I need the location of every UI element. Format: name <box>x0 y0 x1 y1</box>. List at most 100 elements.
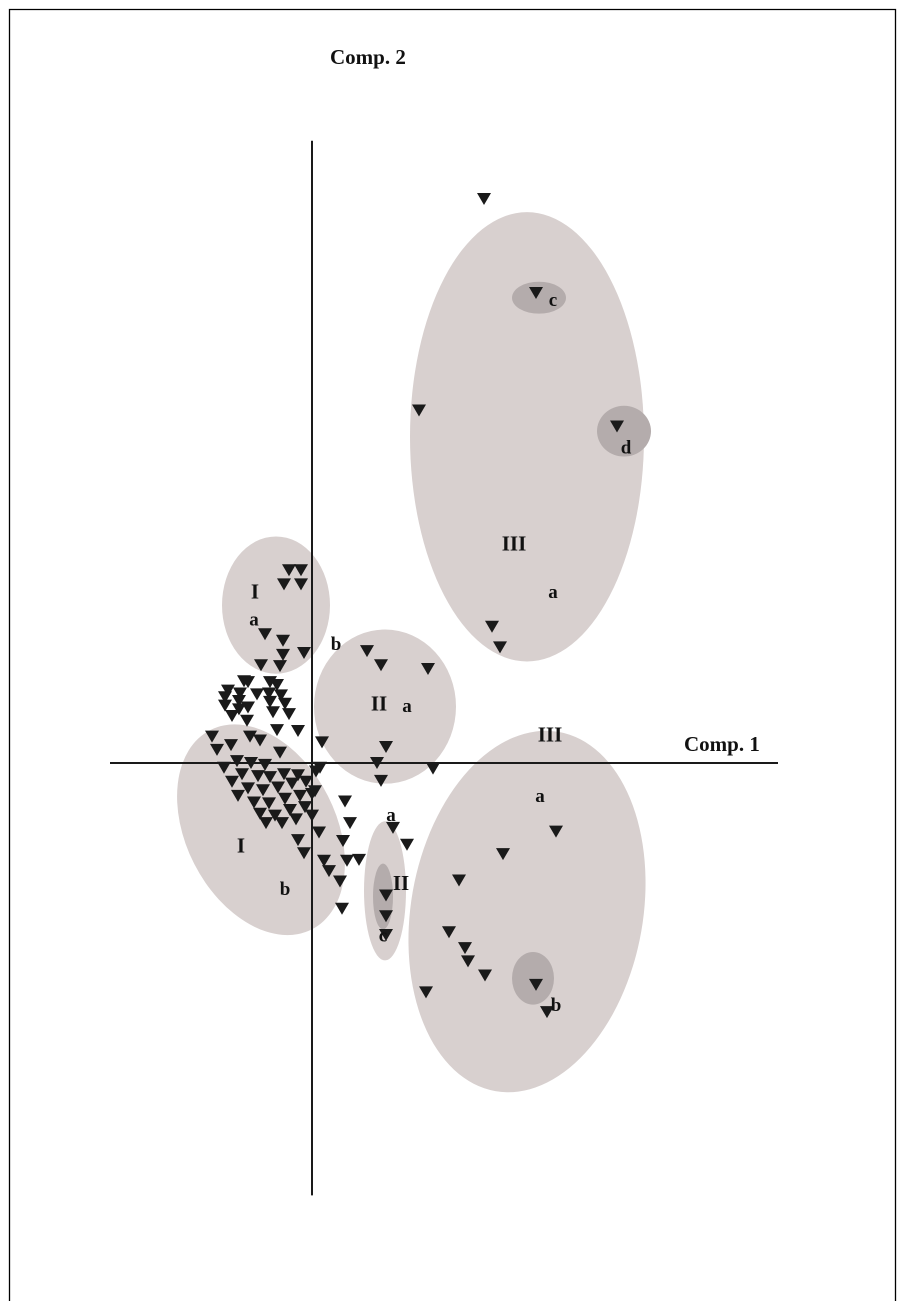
group-label-10: a <box>535 786 545 807</box>
data-point-80 <box>299 775 313 788</box>
data-point-42 <box>221 684 235 697</box>
data-point-30 <box>442 926 456 939</box>
data-point-67 <box>230 755 244 768</box>
data-point-18 <box>421 663 435 675</box>
data-point-20 <box>370 757 384 769</box>
data-point-95 <box>338 795 352 808</box>
data-point-85 <box>293 789 307 802</box>
data-point-107 <box>308 785 322 798</box>
data-point-45 <box>232 694 246 707</box>
y-axis-title: Comp. 2 <box>330 45 406 69</box>
data-point-10 <box>258 628 272 641</box>
group-label-16: b <box>280 879 291 900</box>
data-point-110 <box>270 724 284 737</box>
data-point-63 <box>253 734 267 747</box>
data-point-98 <box>312 826 326 839</box>
data-point-60 <box>210 743 224 756</box>
data-point-37 <box>379 889 393 902</box>
data-point-44 <box>218 691 232 704</box>
data-point-89 <box>283 804 297 816</box>
data-point-65 <box>258 758 272 771</box>
data-point-57 <box>282 708 296 721</box>
group-label-13: II <box>393 871 409 895</box>
data-point-19 <box>379 741 393 754</box>
data-point-23 <box>315 736 329 749</box>
data-point-46 <box>218 699 232 712</box>
data-point-82 <box>247 796 261 809</box>
data-point-61 <box>224 739 238 752</box>
data-point-70 <box>251 770 265 783</box>
group-label-15: I <box>237 833 245 857</box>
data-point-41 <box>241 676 255 689</box>
data-point-69 <box>235 768 249 781</box>
group-label-0: I <box>251 580 259 604</box>
cluster-iii-a-1 <box>408 730 646 1093</box>
cluster-i-a-4 <box>222 536 330 674</box>
data-point-38 <box>379 910 393 923</box>
data-point-59 <box>205 730 219 743</box>
data-point-22 <box>374 774 388 787</box>
subcluster-iii-d-7 <box>597 405 651 457</box>
data-point-34 <box>419 986 433 999</box>
data-point-36 <box>540 1006 554 1019</box>
data-point-21 <box>426 762 440 775</box>
frame-border <box>8 8 897 1301</box>
data-point-6 <box>282 564 296 577</box>
data-point-4 <box>485 620 499 633</box>
data-point-75 <box>225 775 239 788</box>
data-point-14 <box>254 659 268 672</box>
group-label-4: a <box>402 696 412 717</box>
group-label-8: d <box>621 437 632 458</box>
data-point-88 <box>268 809 282 822</box>
data-point-33 <box>478 969 492 982</box>
data-point-0 <box>477 193 491 205</box>
group-label-6: a <box>548 582 558 603</box>
data-points <box>205 193 624 1019</box>
data-point-32 <box>461 955 475 968</box>
data-point-1 <box>529 287 543 299</box>
data-point-35 <box>529 978 543 991</box>
group-label-14: c <box>379 925 387 946</box>
data-point-7 <box>294 564 308 577</box>
data-point-101 <box>317 854 331 867</box>
data-point-55 <box>278 697 292 710</box>
data-point-54 <box>263 695 277 708</box>
data-point-81 <box>231 789 245 802</box>
data-point-47 <box>232 703 246 716</box>
data-point-3 <box>412 404 426 417</box>
data-point-25 <box>386 821 400 834</box>
data-point-9 <box>294 578 308 591</box>
data-point-102 <box>322 865 336 878</box>
data-point-15 <box>273 660 287 673</box>
cluster-ellipses <box>177 212 646 1093</box>
data-point-52 <box>262 687 276 700</box>
data-point-105 <box>333 875 347 888</box>
data-point-97 <box>336 835 350 848</box>
data-point-91 <box>259 817 273 830</box>
subcluster-iii-b-8 <box>512 951 554 1005</box>
data-point-43 <box>233 687 247 700</box>
data-point-27 <box>452 874 466 887</box>
data-point-100 <box>297 847 311 860</box>
group-label-1: a <box>249 609 259 630</box>
data-point-73 <box>291 769 305 782</box>
data-point-51 <box>270 678 284 691</box>
data-point-2 <box>610 420 624 433</box>
group-label-3: II <box>371 691 387 715</box>
data-point-79 <box>285 777 299 790</box>
data-point-87 <box>253 807 267 820</box>
group-label-11: b <box>551 995 562 1016</box>
subcluster-ii-c-9 <box>373 863 393 930</box>
data-point-94 <box>305 809 319 822</box>
data-point-31 <box>458 942 472 955</box>
data-point-26 <box>400 838 414 851</box>
data-point-48 <box>225 710 239 722</box>
data-point-84 <box>278 792 292 805</box>
group-labels: Ia b II a III a c d III a b a II c Ib <box>237 290 632 1016</box>
data-point-68 <box>217 761 231 774</box>
data-point-74 <box>309 765 323 778</box>
data-point-96 <box>343 817 357 830</box>
data-point-99 <box>291 834 305 847</box>
group-label-7: c <box>549 290 557 311</box>
